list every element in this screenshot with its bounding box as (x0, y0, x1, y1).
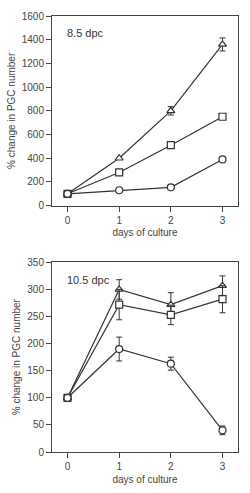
svg-text:300: 300 (27, 284, 44, 295)
svg-text:3: 3 (220, 215, 226, 226)
svg-text:% change in PGC number: % change in PGC number (6, 52, 17, 169)
svg-text:250: 250 (27, 311, 44, 322)
svg-text:200: 200 (27, 338, 44, 349)
svg-text:1400: 1400 (22, 34, 45, 45)
svg-text:8.5 dpc: 8.5 dpc (67, 27, 104, 39)
svg-text:% change in PGC number: % change in PGC number (11, 298, 22, 415)
svg-text:350: 350 (27, 257, 44, 268)
svg-text:3: 3 (220, 461, 226, 472)
svg-text:0: 0 (38, 200, 44, 211)
svg-text:50: 50 (33, 419, 45, 430)
svg-text:2: 2 (168, 215, 174, 226)
svg-text:1000: 1000 (22, 82, 45, 93)
svg-text:0: 0 (65, 461, 71, 472)
svg-text:800: 800 (27, 105, 44, 116)
svg-text:600: 600 (27, 129, 44, 140)
svg-text:1: 1 (116, 461, 122, 472)
svg-text:400: 400 (27, 153, 44, 164)
svg-text:1600: 1600 (22, 11, 45, 22)
svg-text:days of culture: days of culture (112, 227, 177, 238)
svg-text:100: 100 (27, 392, 44, 403)
svg-text:1: 1 (116, 215, 122, 226)
svg-text:200: 200 (27, 176, 44, 187)
svg-text:days of culture: days of culture (112, 474, 177, 485)
svg-text:0: 0 (38, 447, 44, 458)
svg-text:10.5 dpc: 10.5 dpc (67, 274, 110, 286)
svg-text:1200: 1200 (22, 58, 45, 69)
svg-text:0: 0 (65, 215, 71, 226)
svg-text:2: 2 (168, 461, 174, 472)
svg-text:150: 150 (27, 365, 44, 376)
